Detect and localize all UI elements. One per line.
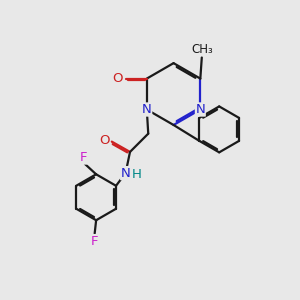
Text: H: H — [132, 168, 142, 181]
Text: O: O — [99, 134, 110, 147]
Text: F: F — [80, 151, 87, 164]
Text: N: N — [142, 103, 152, 116]
Text: F: F — [91, 235, 98, 248]
Text: N: N — [196, 103, 205, 116]
Text: CH₃: CH₃ — [191, 43, 213, 56]
Text: N: N — [121, 167, 130, 180]
Text: O: O — [112, 72, 123, 85]
